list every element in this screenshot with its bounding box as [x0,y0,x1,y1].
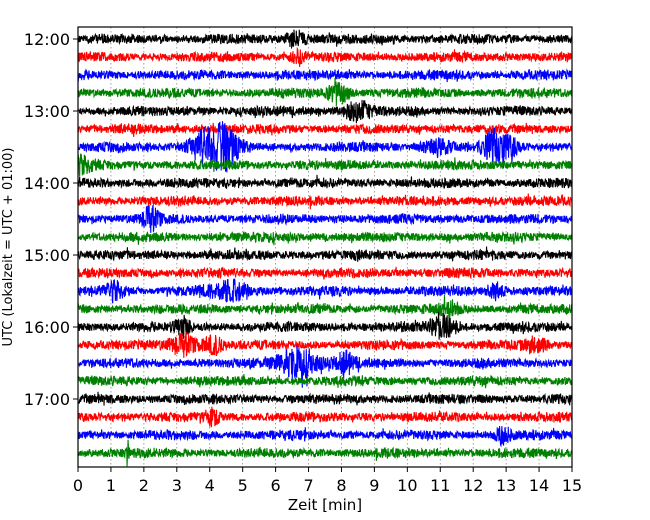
x-tick-label: 4 [205,476,215,495]
x-tick-label: 11 [430,476,450,495]
y-tick-label: 12:00 [24,30,70,49]
y-axis-label: UTC (Lokalzeit = UTC + 01:00) [1,148,16,347]
traces [77,29,573,467]
x-tick-label: 7 [303,476,313,495]
x-tick-label: 1 [106,476,116,495]
trace-20 [77,391,573,406]
y-tick-label: 13:00 [24,102,70,121]
trace-13 [77,266,573,280]
trace-11 [77,230,573,246]
trace-1 [77,46,573,68]
trace-18 [77,345,573,388]
trace-10 [77,205,573,233]
trace-23 [77,439,573,467]
x-tick-label: 13 [496,476,516,495]
x-axis-label: Zeit [min] [288,496,362,514]
trace-6 [77,121,573,173]
trace-14 [77,278,573,304]
trace-8 [77,174,573,190]
trace-16 [77,311,573,340]
x-tick-label: 14 [529,476,549,495]
x-tick-label: 10 [397,476,417,495]
trace-22 [77,425,573,448]
trace-4 [77,99,573,124]
trace-21 [77,406,573,428]
x-tick-label: 5 [238,476,248,495]
x-tick-label: 15 [562,476,582,495]
x-tick-label: 3 [172,476,182,495]
y-tick-label: 15:00 [24,246,70,265]
y-tick-label: 14:00 [24,174,70,193]
grid [110,27,540,467]
y-tick-label: 17:00 [24,390,70,409]
trace-3 [77,77,573,106]
x-tick-label: 2 [139,476,149,495]
x-tick-label: 8 [336,476,346,495]
trace-12 [77,246,573,262]
x-tick-label: 12 [463,476,483,495]
trace-15 [77,294,573,319]
x-tick-label: 9 [369,476,379,495]
trace-5 [77,122,573,138]
plot-frame [77,26,573,468]
trace-17 [77,331,573,358]
trace-7 [77,153,573,177]
trace-19 [77,373,573,389]
y-axis: 12:00 13:00 14:00 15:00 16:00 17:00 [24,30,78,409]
trace-0 [77,29,573,50]
trace-2 [77,68,573,83]
x-tick-label: 6 [271,476,281,495]
y-tick-label: 16:00 [24,318,70,337]
x-tick-label: 0 [73,476,83,495]
x-axis: 0 1 2 3 4 5 6 7 8 9 10 11 12 13 14 15 [73,467,582,495]
trace-9 [77,193,573,210]
